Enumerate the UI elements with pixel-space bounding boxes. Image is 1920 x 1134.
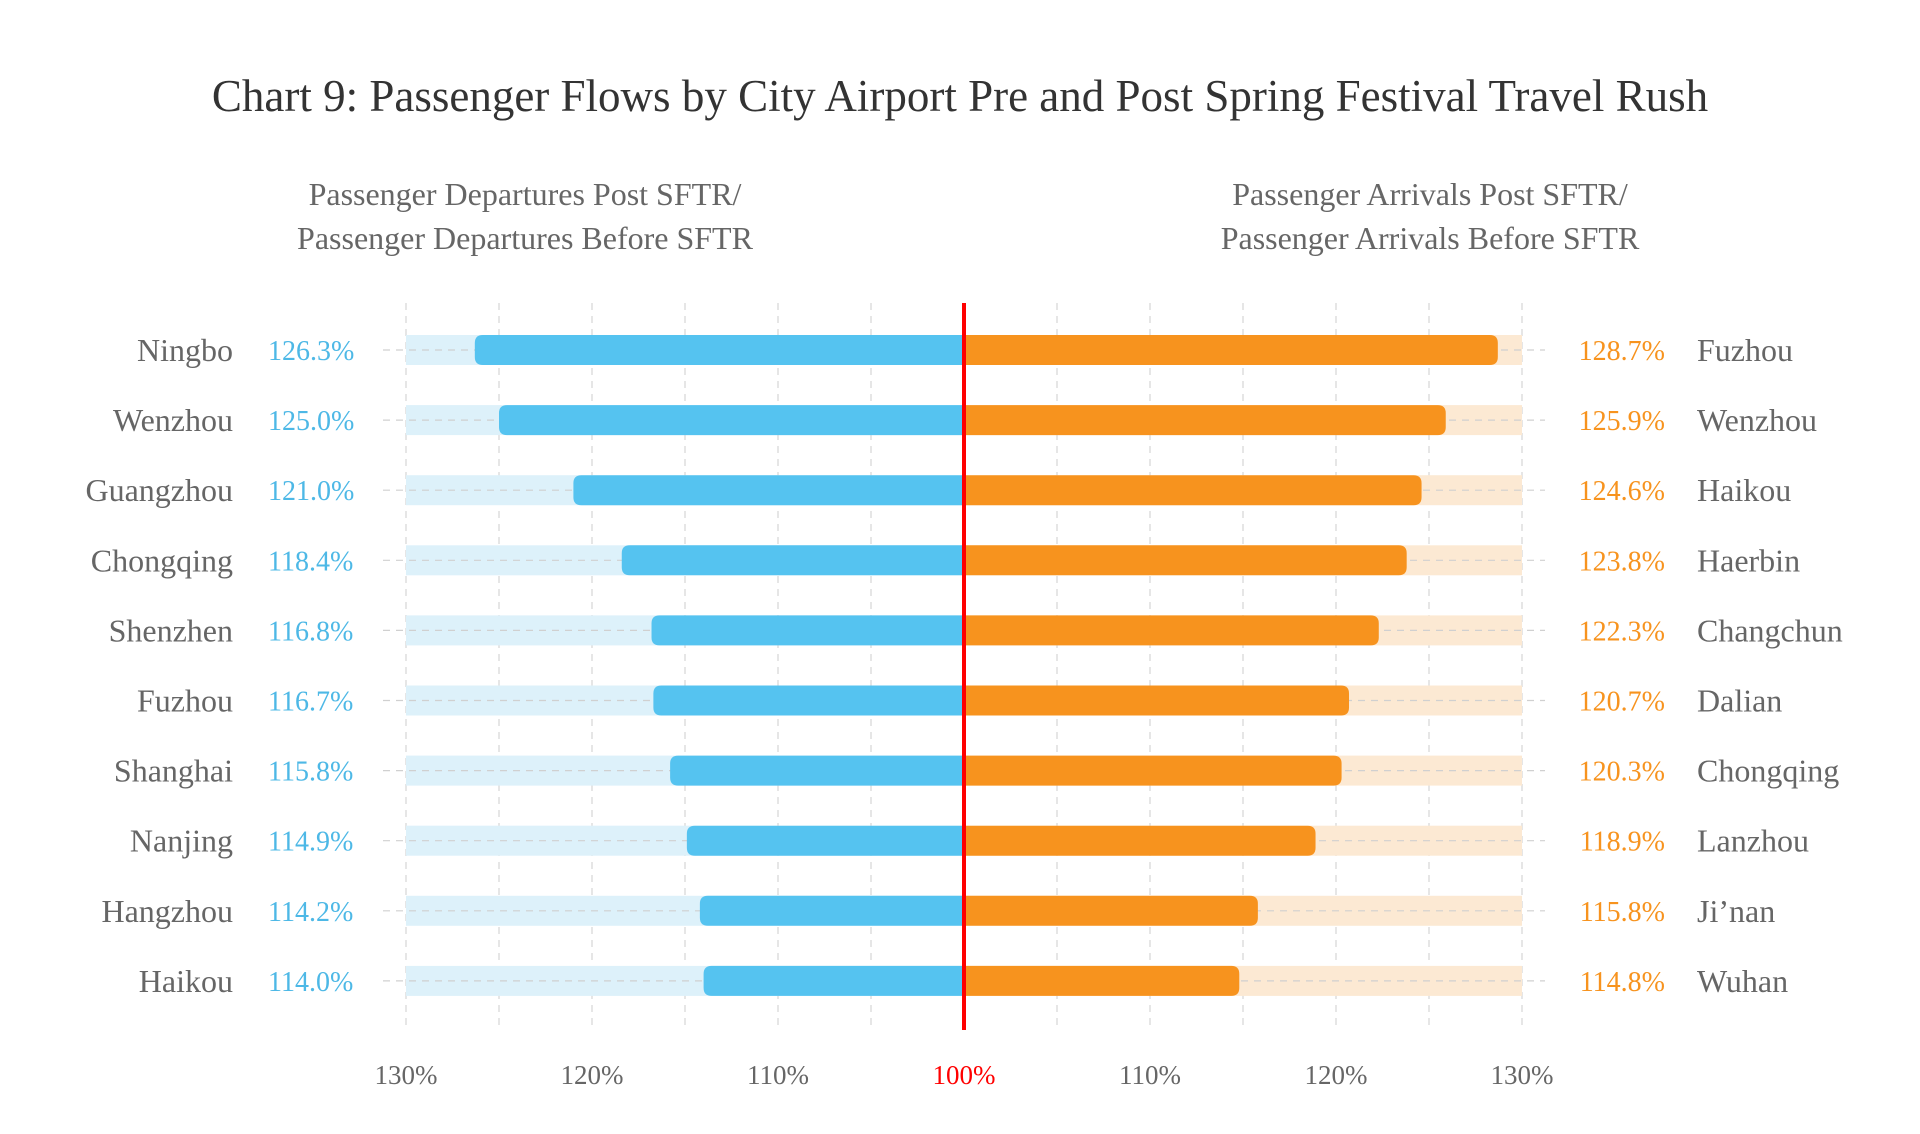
arrival-city-label: Ji’nan xyxy=(1697,893,1775,929)
arrival-value-label: 125.9% xyxy=(1579,406,1665,437)
departures-bar xyxy=(686,825,964,856)
arrival-city-label: Chongqing xyxy=(1697,753,1839,789)
departure-city-label: Wenzhou xyxy=(113,402,233,438)
arrivals-bar xyxy=(964,895,1258,926)
departure-value-label: 115.8% xyxy=(268,757,353,788)
arrival-value-label: 114.8% xyxy=(1580,967,1665,998)
arrival-city-label: Wenzhou xyxy=(1697,402,1817,438)
arrival-city-label: Wuhan xyxy=(1697,963,1788,999)
x-tick-center: 100% xyxy=(933,1060,996,1090)
arrival-value-label: 120.7% xyxy=(1579,687,1665,718)
x-tick-right: 120% xyxy=(1305,1060,1368,1090)
departures-bar xyxy=(651,615,964,646)
departures-bar xyxy=(703,965,964,996)
departures-bar xyxy=(499,405,964,436)
departure-value-label: 126.3% xyxy=(268,336,354,367)
arrival-value-label: 123.8% xyxy=(1579,546,1665,577)
departure-city-label: Nanjing xyxy=(130,823,233,859)
x-tick-right: 130% xyxy=(1491,1060,1554,1090)
arrival-value-label: 120.3% xyxy=(1579,757,1665,788)
arrivals-bar xyxy=(964,615,1379,646)
right-subtitle-line2: Passenger Arrivals Before SFTR xyxy=(1220,220,1640,256)
departures-bar xyxy=(621,545,964,576)
arrival-value-label: 118.9% xyxy=(1580,827,1665,858)
arrivals-bar xyxy=(964,405,1446,436)
left-subtitle-line1: Passenger Departures Post SFTR/ xyxy=(308,176,742,212)
right-subtitle: Passenger Arrivals Post SFTR/ Passenger … xyxy=(1080,172,1780,260)
arrivals-bar xyxy=(964,545,1407,576)
arrival-city-label: Fuzhou xyxy=(1697,332,1793,368)
departure-city-label: Fuzhou xyxy=(137,683,233,719)
arrivals-bar xyxy=(964,335,1498,365)
departure-value-label: 114.0% xyxy=(268,967,353,998)
departure-value-label: 114.9% xyxy=(268,827,353,858)
left-subtitle: Passenger Departures Post SFTR/ Passenge… xyxy=(175,172,875,260)
arrival-value-label: 115.8% xyxy=(1580,897,1665,928)
arrival-value-label: 128.7% xyxy=(1579,336,1665,367)
departure-city-label: Hangzhou xyxy=(101,893,233,929)
departure-value-label: 118.4% xyxy=(268,546,353,577)
departure-value-label: 125.0% xyxy=(268,406,354,437)
arrivals-bar xyxy=(964,755,1342,786)
x-tick-left: 130% xyxy=(375,1060,438,1090)
departures-bar xyxy=(699,895,964,926)
arrival-city-label: Dalian xyxy=(1697,683,1782,719)
arrivals-bar xyxy=(964,475,1422,506)
arrival-city-label: Lanzhou xyxy=(1697,823,1809,859)
arrival-city-label: Haikou xyxy=(1697,472,1791,508)
departure-city-label: Shenzhen xyxy=(109,612,233,648)
arrivals-bar xyxy=(964,685,1350,716)
arrivals-bar xyxy=(964,965,1240,996)
chart-title: Chart 9: Passenger Flows by City Airport… xyxy=(211,71,1709,121)
departure-value-label: 116.7% xyxy=(268,687,353,718)
arrivals-bar xyxy=(964,825,1316,856)
departure-value-label: 116.8% xyxy=(268,616,353,647)
departures-bar xyxy=(573,475,964,506)
arrival-city-label: Haerbin xyxy=(1697,542,1800,578)
departures-bar xyxy=(474,335,964,365)
arrival-value-label: 122.3% xyxy=(1579,616,1665,647)
departures-bar xyxy=(653,685,964,716)
departure-value-label: 114.2% xyxy=(268,897,353,928)
x-tick-left: 110% xyxy=(747,1060,809,1090)
left-subtitle-line2: Passenger Departures Before SFTR xyxy=(297,220,753,256)
departure-city-label: Guangzhou xyxy=(85,472,233,508)
departures-bar xyxy=(670,755,964,786)
x-tick-left: 120% xyxy=(561,1060,624,1090)
departure-city-label: Haikou xyxy=(139,963,233,999)
departure-city-label: Shanghai xyxy=(114,753,233,789)
right-subtitle-line1: Passenger Arrivals Post SFTR/ xyxy=(1232,176,1628,212)
x-tick-right: 110% xyxy=(1119,1060,1181,1090)
departure-city-label: Ningbo xyxy=(137,332,233,368)
departure-value-label: 121.0% xyxy=(268,476,354,507)
arrival-city-label: Changchun xyxy=(1697,612,1843,648)
departure-city-label: Chongqing xyxy=(91,542,233,578)
arrival-value-label: 124.6% xyxy=(1579,476,1665,507)
